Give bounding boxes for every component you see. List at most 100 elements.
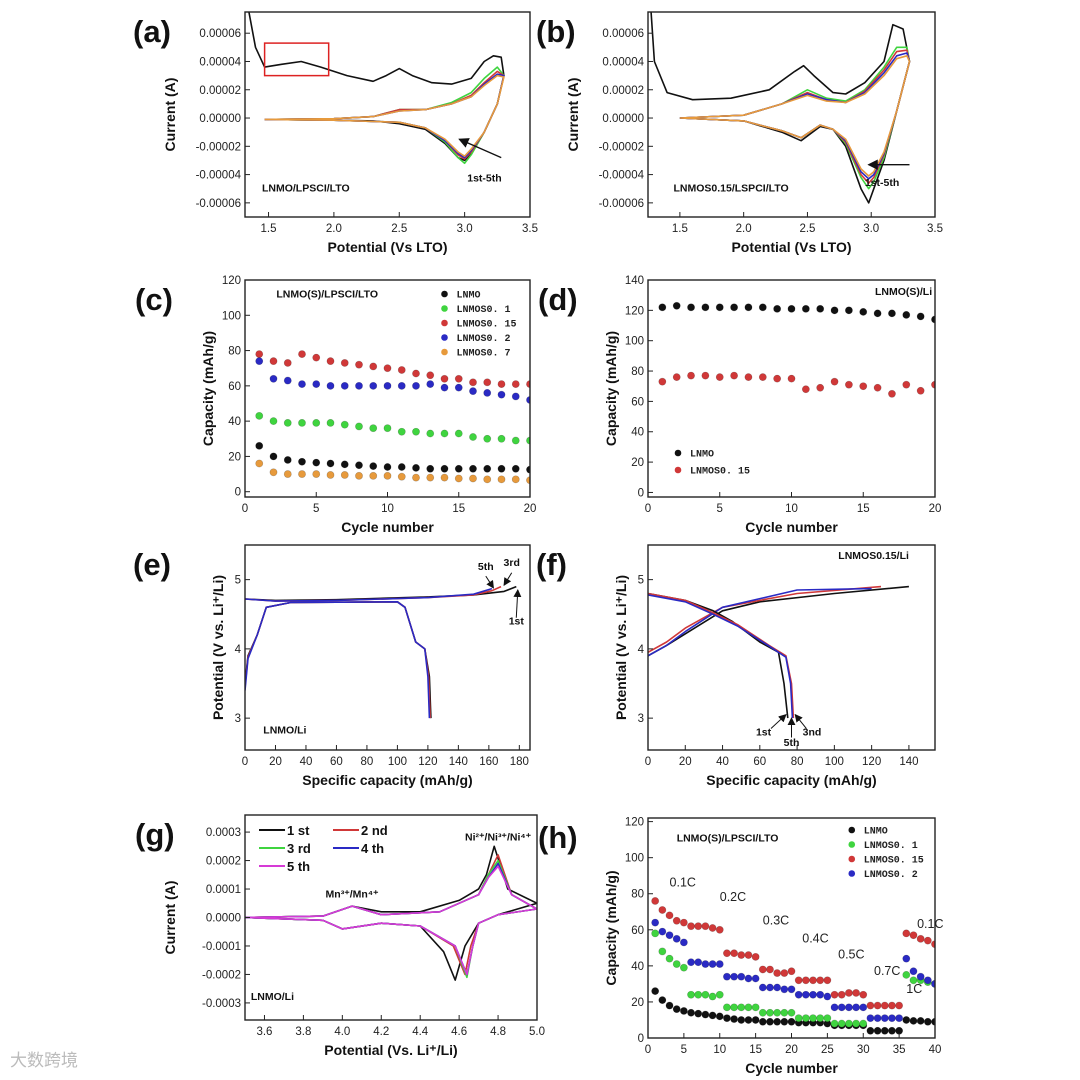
legend-item: 3 rd [259,841,311,856]
data-point [794,1014,803,1023]
x-tick-label: 4.4 [412,1026,429,1038]
legend-item: LNMOS0. 1 [441,305,511,316]
data-point [888,1026,896,1035]
data-point [902,380,911,389]
annotation: 1st [509,616,525,628]
annotation: 0.5C [838,948,864,962]
data-point [355,471,363,480]
data-point [497,434,506,443]
x-tick-label: 0 [645,756,651,768]
data-point [340,420,349,429]
data-point [787,304,796,313]
series-line-5th-discharge [245,600,431,719]
data-point [412,381,420,390]
data-point [873,383,882,392]
data-point [902,929,911,938]
data-point [823,992,832,1001]
legend-label: LNMOS0. 2 [864,870,918,881]
data-point [723,949,731,958]
x-tick-label: 5 [313,503,319,515]
data-point [766,965,774,974]
data-point [355,360,363,369]
data-point [931,940,935,949]
annotation: 1st [756,726,772,738]
annotation: LNMO(S)/LPSCI/LTO [276,289,378,301]
y-axis-label: Current (A) [565,78,581,152]
data-point [651,929,660,938]
annotation: LNMOS0.15/LSPCI/LTO [674,183,789,195]
data-point [909,931,918,940]
data-point [866,1026,875,1035]
y-tick-label: 0.00006 [199,28,241,40]
data-point [687,958,695,967]
data-point [923,976,932,985]
data-point [412,473,420,482]
data-point [701,922,710,931]
y-tick-label: -0.00002 [599,141,644,153]
data-point [758,983,767,992]
data-point [787,1017,796,1026]
legend-marker [848,855,856,863]
data-point [426,473,435,482]
data-point [744,951,753,959]
data-point [751,952,760,961]
data-point [298,380,306,388]
annotation: LNMO(S)/LPSCI/LTO [677,832,779,844]
data-point [312,419,321,427]
panel-g: (g) 3.6 3.8 4.0 4.2 4.4 4.6 4.8 5.0 0.0003 0.0002 0… [135,814,545,1058]
data-point [801,304,810,313]
data-point [773,374,782,383]
x-tick-label: 160 [479,756,498,768]
data-point [859,382,868,391]
data-point [679,938,688,947]
x-tick-label: 3.6 [256,1026,272,1038]
data-point [794,990,803,999]
series-line-2nd [679,46,911,190]
data-point [895,1014,904,1023]
legend-label: 5 th [287,859,310,874]
plot-frame [647,11,936,218]
data-point [758,303,767,312]
data-point [665,1001,674,1010]
data-point [255,357,264,366]
data-point [773,304,782,313]
y-tick-label: 0.00006 [602,28,644,40]
x-tick-label: 25 [821,1044,834,1056]
data-point [497,464,506,473]
data-point [687,303,695,312]
y-tick-label: 0.0000 [206,913,241,925]
data-point [511,380,520,388]
data-point [483,434,492,443]
data-point [255,441,264,450]
data-point [809,990,817,999]
data-point [766,1008,774,1017]
data-point [880,1014,889,1023]
data-point [658,947,667,956]
data-point [888,389,896,398]
data-point [694,1009,703,1018]
data-point [859,990,868,999]
data-point [923,1017,932,1026]
data-point [701,303,710,312]
data-point [469,474,477,483]
legend-label: LNMOS0. 15 [457,320,517,331]
y-tick-label: 0.00000 [199,113,241,125]
data-point [326,419,335,427]
x-tick-label: 1.5 [672,223,688,235]
y-tick-label: 0.0002 [206,856,241,868]
data-point [730,1003,738,1012]
y-tick-label: -0.00004 [196,170,242,182]
legend-label: 3 rd [287,841,311,856]
x-tick-label: 20 [524,503,537,515]
series-line-3rd-discharge [245,600,431,719]
data-point [672,916,681,925]
x-axis-label: Potential (Vs LTO) [327,239,447,255]
series-line-5th-charge [245,587,493,602]
data-point [902,1016,911,1024]
panel-label: (e) [133,547,171,582]
data-point [454,464,463,473]
data-point [780,1017,789,1026]
panel-label: (b) [536,14,576,49]
x-tick-label: 30 [857,1044,870,1056]
arrow [503,572,513,587]
